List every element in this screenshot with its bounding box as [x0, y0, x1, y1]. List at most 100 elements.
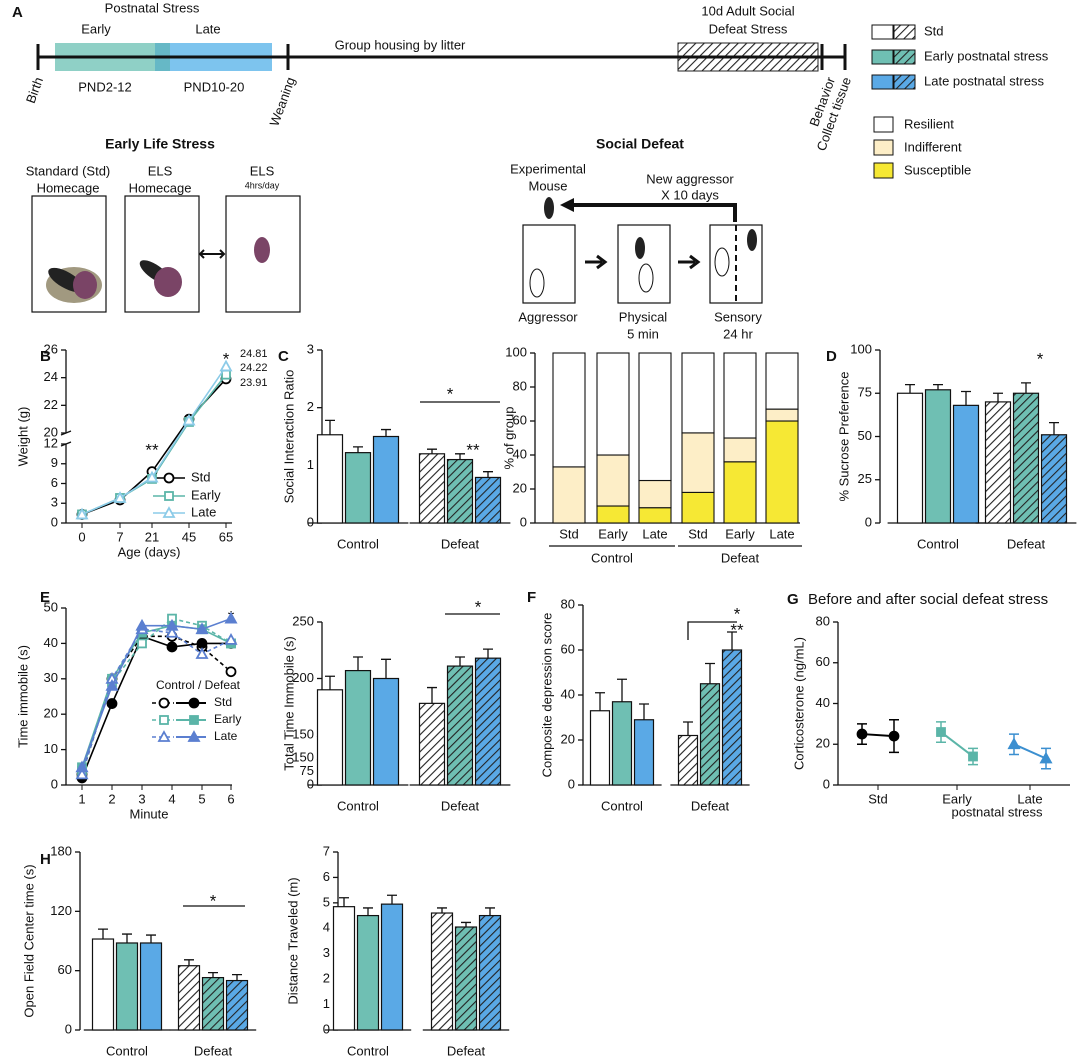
y-tick-label: 0 — [323, 1021, 330, 1036]
y-axis-label: % of group — [501, 407, 516, 470]
legend-label: Std — [191, 469, 211, 484]
legend-swatch — [873, 162, 894, 179]
legend-swatch — [871, 24, 894, 40]
y-axis-label: % Sucrose Preference — [836, 371, 851, 501]
panel-letter: C — [278, 348, 289, 365]
data-point — [224, 633, 238, 645]
bar-segment — [638, 352, 672, 482]
y-tick-label: 0 — [568, 776, 575, 791]
x-tick-label: 7 — [116, 529, 123, 544]
error-bar — [705, 662, 715, 684]
error-bar — [961, 390, 971, 406]
nesting — [46, 237, 270, 303]
cages — [31, 195, 763, 313]
data-point — [165, 625, 179, 638]
y-tick-label: 80 — [561, 596, 575, 611]
error-bar — [232, 973, 242, 981]
y-tick-label: 180 — [50, 843, 72, 858]
annotation: * — [223, 349, 230, 368]
y-tick-label: 40 — [561, 686, 575, 701]
bar — [372, 677, 400, 786]
y-tick-label: 100 — [505, 344, 527, 359]
y-tick-label: 0 — [51, 776, 58, 791]
bar-segment — [552, 466, 586, 524]
y-tick-label: 20 — [513, 480, 527, 495]
bar — [984, 401, 1012, 524]
y-tick-label: 2 — [307, 399, 314, 414]
y-tick-label: 200 — [292, 670, 314, 685]
label: PND2-12 — [78, 79, 131, 94]
y-axis-label: Weight (g) — [15, 407, 30, 467]
error-bar — [381, 428, 391, 437]
data-point — [105, 679, 119, 691]
error-bar — [993, 392, 1003, 402]
bar-segment — [723, 352, 757, 439]
error-bar — [455, 656, 465, 667]
label: Experimental — [510, 161, 586, 176]
label: Standard (Std) — [26, 163, 111, 178]
group-label: Defeat — [441, 798, 480, 813]
data-point — [219, 359, 233, 372]
label: Defeat Stress — [709, 21, 788, 36]
y-tick-label: 25 — [858, 471, 872, 486]
y-tick-label: 20 — [44, 706, 58, 721]
panel-letter: D — [826, 348, 837, 365]
error-bar — [1049, 422, 1059, 435]
bar-segment — [765, 352, 799, 410]
group-label: Defeat — [1007, 536, 1046, 551]
legend-swatch — [871, 74, 894, 90]
x-tick-label: 6 — [227, 791, 234, 806]
data-point — [1007, 737, 1021, 750]
bar — [344, 452, 372, 524]
error-bar — [146, 934, 156, 943]
data-label: 23.91 — [240, 377, 268, 389]
error-bar — [353, 446, 363, 453]
label: ELS — [250, 163, 275, 178]
label: PND10-20 — [184, 79, 245, 94]
group-label: Defeat — [721, 550, 760, 565]
data-point — [195, 622, 209, 635]
x-tick-label: 1 — [78, 791, 85, 806]
bar — [201, 976, 225, 1031]
y-tick-label: 2 — [323, 971, 330, 986]
label: Weaning — [266, 75, 298, 128]
error-bar — [184, 959, 194, 966]
legend-label: Susceptible — [904, 162, 971, 177]
y-tick-label: 0 — [520, 514, 527, 529]
panel-letter: H — [40, 851, 51, 868]
legend-swatch — [873, 139, 894, 156]
y-axis-label: Open Field Center time (s) — [21, 864, 36, 1017]
data-point — [75, 767, 89, 780]
error-bar — [437, 907, 447, 914]
error-bar — [363, 907, 373, 916]
panel-letter: B — [40, 348, 51, 365]
x-tick-label: Early — [725, 526, 755, 541]
y-tick-label: 50 — [858, 428, 872, 443]
y-tick-label: 26 — [44, 341, 58, 356]
label: Late — [195, 21, 220, 36]
x-tick-label: Early — [942, 791, 972, 806]
y-tick-label: 3 — [51, 495, 58, 510]
y-tick-label: 250 — [292, 613, 314, 628]
y-tick-label: 1 — [323, 996, 330, 1011]
group-label: Defeat — [691, 798, 730, 813]
bar — [344, 669, 372, 786]
y-axis — [60, 350, 72, 523]
y-tick-label: 0 — [307, 514, 314, 529]
x-tick-label: Std — [559, 526, 579, 541]
bar — [91, 938, 115, 1031]
group-label: Control — [337, 798, 379, 813]
bar — [474, 476, 502, 524]
annotation: ** — [730, 620, 744, 639]
annotation: ** — [466, 440, 480, 459]
y-tick-label: 10 — [44, 741, 58, 756]
legend-swatch — [893, 74, 916, 90]
label: Mouse — [528, 178, 567, 193]
error-bar — [122, 933, 132, 943]
y-tick-label: 5 — [323, 894, 330, 909]
x-tick-label: 45 — [182, 529, 196, 544]
data-point — [968, 751, 978, 762]
bar-segment — [681, 491, 715, 524]
y-tick-label: 150 — [292, 726, 314, 741]
legend-label: Std — [214, 695, 232, 709]
